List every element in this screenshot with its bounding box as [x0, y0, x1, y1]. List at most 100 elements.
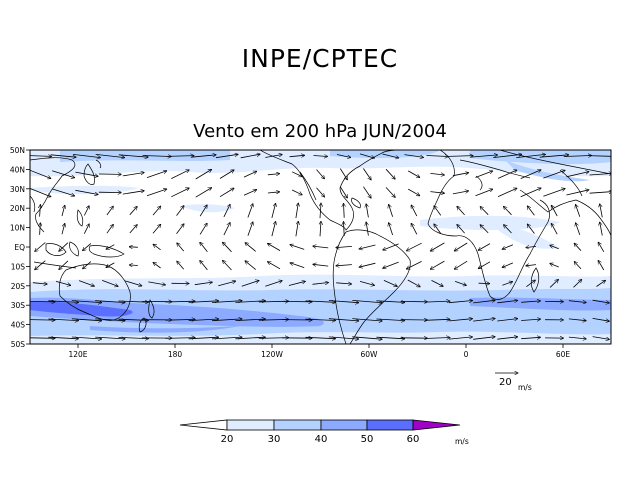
wind-vector-arrow: [574, 243, 582, 251]
wind-vector-arrow: [448, 319, 473, 322]
lat-label: 20S: [11, 282, 26, 291]
wind-vector-arrow: [305, 319, 336, 320]
lat-label: 50S: [11, 340, 26, 349]
wind-vector-arrow: [502, 262, 514, 268]
wind-vector-arrow: [191, 155, 216, 158]
wind-vector-arrow: [383, 280, 397, 286]
wind-vector-arrow: [59, 242, 69, 252]
wind-vector-arrow: [457, 206, 465, 216]
wind-vector-arrow: [40, 223, 41, 235]
colorbar-swatch: [412, 419, 461, 431]
wind-vector-arrow: [424, 338, 450, 339]
wind-vector-arrow: [118, 301, 149, 302]
wind-vector-arrow: [106, 224, 113, 234]
colorbar-swatch: [366, 419, 414, 431]
wind-vector-arrow: [118, 319, 149, 320]
wind-vectors: [30, 153, 611, 340]
wind-vector-arrow: [526, 246, 537, 247]
wind-vector-arrow: [493, 154, 522, 158]
wind-vector-arrow: [146, 189, 167, 197]
wind-vector-arrow: [199, 205, 207, 217]
wind-vector-arrow: [106, 244, 115, 250]
wind-vector-arrow: [336, 265, 352, 266]
wind-vector-arrow: [188, 319, 219, 321]
wind-vector-arrow: [247, 222, 253, 236]
wind-vector-arrow: [383, 261, 399, 268]
wind-vector-arrow: [411, 223, 418, 235]
wind-vector-arrow: [176, 224, 185, 235]
wind-vector-arrow: [526, 280, 535, 288]
wind-vector-arrow: [235, 319, 265, 321]
reference-vector: 20 m/s: [495, 373, 532, 392]
wind-vector-arrow: [118, 154, 148, 157]
wind-vector-arrow: [267, 192, 280, 193]
wind-vector-arrow: [475, 189, 493, 197]
wind-vector-arrow: [454, 242, 468, 251]
wind-vector-arrow: [245, 243, 256, 252]
wind-vector-arrow: [129, 247, 138, 248]
wind-vector-arrow: [359, 244, 376, 249]
wind-vector-arrow: [71, 318, 102, 321]
wind-vector-arrow: [295, 221, 298, 237]
wind-vector-arrow: [568, 319, 586, 321]
wind-vector-arrow: [411, 205, 418, 217]
wind-vector-arrow: [344, 203, 345, 218]
wind-vector-arrow: [448, 337, 473, 340]
lat-labels: 50N 40N 30N 20N 10N EQ 10S 20S 30S 40S 5…: [10, 146, 25, 349]
wind-vector-arrow: [211, 319, 242, 321]
wind-vector-arrow: [95, 301, 125, 303]
lat-ticks: [26, 149, 30, 345]
lat-label: 30S: [11, 301, 26, 310]
wind-vector-arrow: [521, 301, 540, 302]
wind-vector-arrow: [563, 156, 592, 157]
wind-vector-arrow: [407, 279, 420, 287]
wind-vector-arrow: [268, 262, 281, 270]
wind-vector-arrow: [516, 154, 545, 158]
wind-vector-arrow: [352, 300, 382, 302]
wind-vector-arrow: [478, 261, 491, 269]
wind-vector-arrow: [592, 299, 610, 303]
wind-vector-arrow: [408, 170, 420, 178]
colorbar-swatch: [320, 419, 368, 431]
wind-vector-arrow: [566, 190, 589, 196]
wind-vector-arrow: [352, 336, 382, 339]
wind-vector-arrow: [430, 173, 444, 175]
wind-vector-arrow: [359, 281, 375, 285]
wind-vector-arrow: [290, 263, 305, 268]
colorbar-tick-label: 30: [268, 434, 281, 445]
wind-vector-arrow: [243, 171, 257, 178]
wind-vector-arrow: [424, 319, 450, 320]
wind-vector-arrow: [328, 336, 359, 339]
wind-vector-arrow: [336, 283, 351, 284]
wind-vector-arrow: [48, 337, 78, 339]
wind-vector-arrow: [382, 153, 398, 158]
lon-label: 60E: [556, 350, 571, 359]
lat-label: EQ: [14, 243, 25, 252]
wind-vector-arrow: [83, 206, 89, 216]
wind-vector-arrow: [200, 261, 208, 271]
wind-vector-arrow: [129, 225, 137, 234]
wind-vector-arrow: [454, 281, 466, 285]
wind-vector-arrow: [305, 301, 336, 302]
wind-vector-arrow: [235, 301, 265, 303]
wind-vector-arrow: [550, 263, 559, 268]
wind-vector-arrow: [363, 168, 371, 180]
wind-vector-arrow: [448, 301, 473, 304]
wind-vector-arrow: [473, 319, 495, 322]
wind-vector-arrow: [142, 156, 172, 157]
colorbar-swatch: [179, 419, 228, 431]
wind-vector-arrow: [504, 225, 512, 234]
wind-vector-arrow: [543, 170, 565, 179]
wind-vector-arrow: [328, 318, 359, 321]
wind-vector-arrow: [195, 169, 212, 180]
wind-vector-arrow: [549, 279, 558, 288]
wind-vector-arrow: [267, 174, 280, 175]
wind-vector-arrow: [199, 223, 207, 235]
wind-vector-arrow: [219, 188, 234, 198]
wind-vector-arrow: [430, 242, 445, 251]
map-subtitle: Vento em 200 hPa JUN/2004: [193, 121, 447, 142]
lat-label: 50N: [10, 146, 25, 155]
wind-vector-arrow: [592, 318, 610, 321]
wind-vector-arrow: [129, 265, 138, 266]
wind-vector-arrow: [344, 222, 345, 237]
